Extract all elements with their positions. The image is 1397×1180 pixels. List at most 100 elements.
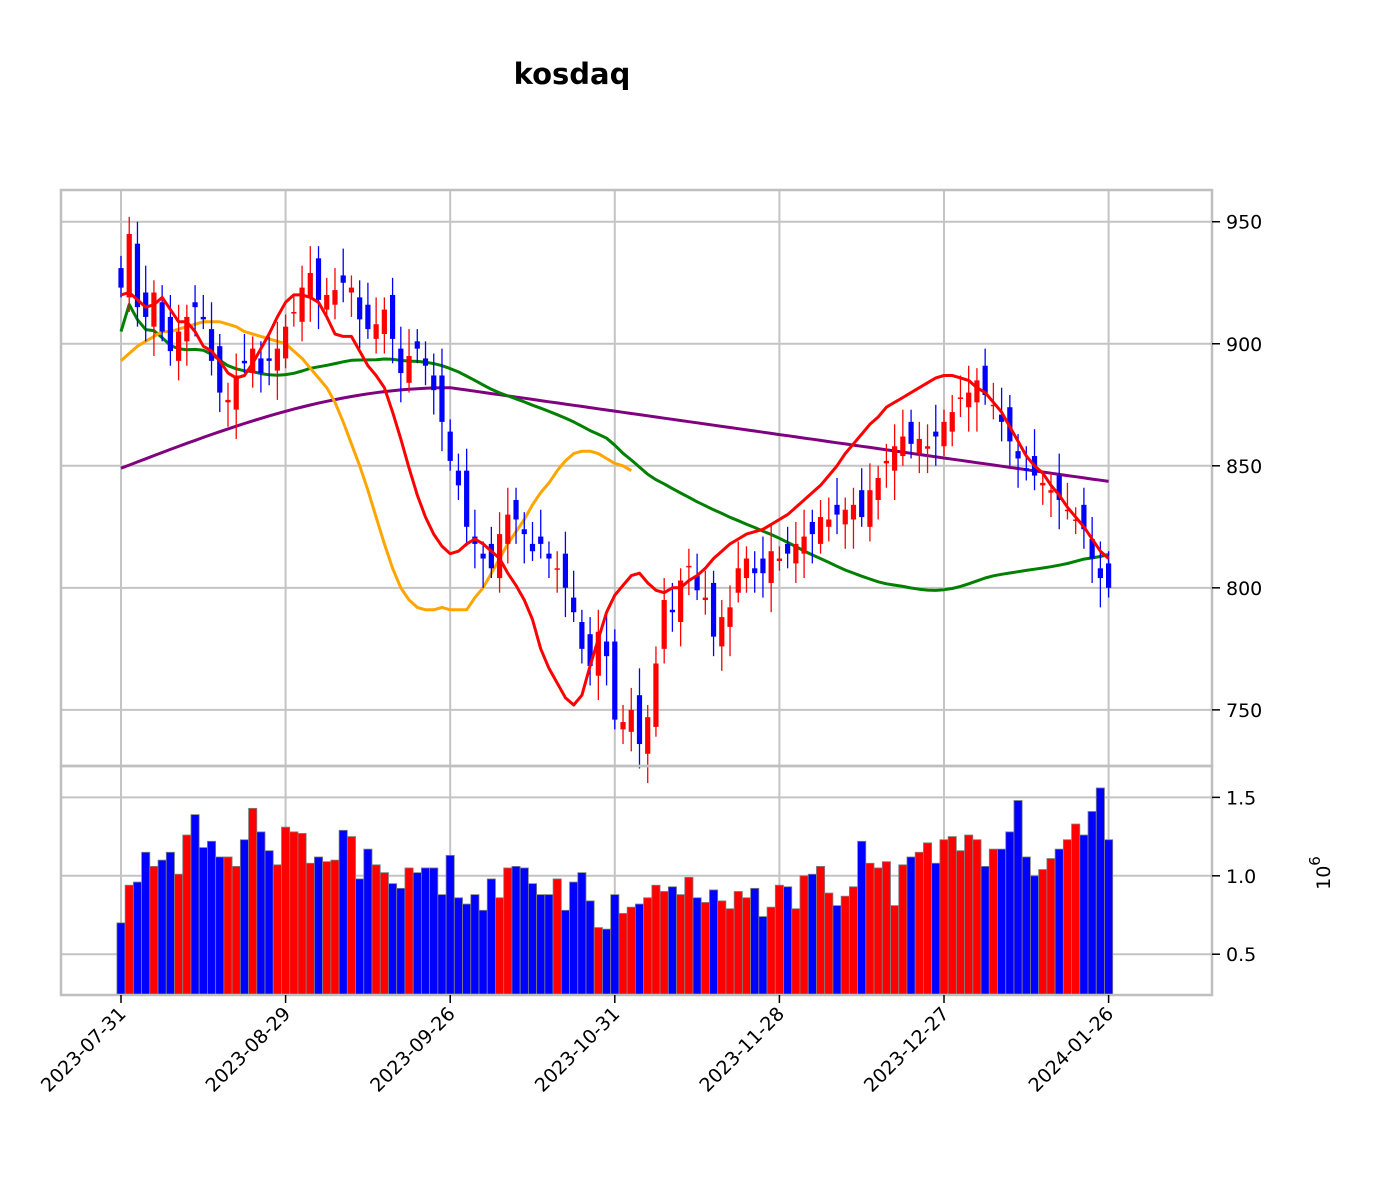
candle-body — [439, 375, 445, 422]
candle-body — [949, 412, 955, 432]
volume-bar — [1005, 831, 1015, 996]
candle-body — [678, 580, 684, 622]
candle-body — [1097, 568, 1103, 579]
candle-body — [603, 641, 610, 657]
candle-body — [883, 460, 889, 464]
candle-body — [933, 431, 939, 437]
volume-bar — [725, 908, 735, 996]
volume-bar — [174, 873, 184, 996]
candle-body — [332, 290, 338, 305]
candle-body — [1048, 490, 1054, 493]
candle-body — [505, 514, 511, 544]
candle-body — [850, 504, 857, 520]
volume-bar — [741, 897, 751, 996]
volume-bar — [478, 909, 488, 996]
candle-body — [809, 521, 815, 535]
volume-bar — [602, 928, 612, 996]
volume-scale-exponent: 6 — [1306, 856, 1324, 866]
volume-bar — [1071, 823, 1081, 996]
candle-body — [859, 490, 865, 518]
volume-bar — [338, 829, 348, 996]
volume-bar — [626, 906, 636, 996]
volume-bar — [799, 875, 809, 996]
volume-bar — [116, 922, 126, 996]
volume-bar — [865, 862, 875, 996]
candle-body — [941, 421, 947, 447]
candle-body — [258, 358, 264, 374]
volume-bar — [355, 878, 365, 996]
volume-bar — [239, 839, 249, 996]
candle-body — [184, 316, 190, 342]
volume-bar — [519, 867, 529, 996]
candle-body — [974, 380, 980, 403]
candle-body — [1056, 475, 1062, 500]
candle-body — [159, 302, 165, 332]
candle-body — [1040, 482, 1046, 486]
volume-bar — [305, 862, 315, 996]
price-y-axis: 750 800 850 900 950 — [1212, 212, 1262, 722]
volume-bar — [256, 831, 266, 996]
candle-body — [225, 399, 231, 403]
volume-bar — [964, 834, 974, 996]
volume-bar — [881, 861, 891, 996]
volume-bar — [1087, 811, 1097, 996]
volume-y-tick-label: 0.5 — [1226, 944, 1256, 966]
x-tick-label: 2023-10-31 — [531, 1003, 625, 1097]
price-y-tick-label: 900 — [1226, 334, 1262, 356]
volume-bar — [1013, 800, 1023, 996]
candle-body — [1015, 451, 1021, 459]
volume-bar — [437, 894, 447, 996]
volume-bar — [750, 887, 760, 996]
candle-body — [752, 568, 758, 574]
volume-bar — [791, 908, 801, 996]
candle-body — [628, 709, 634, 732]
volume-bar — [544, 894, 554, 996]
volume-bar — [429, 867, 439, 996]
volume-bar — [1046, 858, 1056, 996]
candle-body — [455, 470, 462, 486]
volume-bar — [215, 856, 225, 996]
candle-body — [554, 568, 560, 570]
candle-body — [653, 663, 659, 727]
candle-body — [760, 558, 766, 574]
candle-body — [669, 609, 676, 613]
candle-body — [208, 329, 215, 361]
volume-bar — [132, 881, 142, 996]
volume-bar — [783, 886, 793, 996]
candle-body — [176, 331, 182, 361]
volume-bar — [141, 851, 151, 996]
candle-body — [875, 478, 881, 500]
volume-bar — [980, 865, 990, 996]
volume-bar — [733, 891, 743, 996]
volume-bar — [223, 856, 233, 996]
volume-bar — [890, 905, 900, 996]
volume-bar — [1054, 848, 1064, 996]
volume-bar — [445, 855, 455, 996]
volume-bar — [931, 862, 941, 996]
volume-bar — [289, 831, 299, 996]
volume-bar — [676, 894, 686, 996]
candle-body — [488, 543, 494, 569]
candle-body — [727, 607, 733, 627]
candle-body — [982, 365, 988, 396]
volume-bar — [281, 826, 291, 996]
candle-body — [241, 360, 248, 364]
volume-bar — [832, 905, 842, 996]
ma5-line-group — [120, 291, 1110, 707]
candle-body — [957, 397, 964, 399]
x-axis: 2023-07-31 2023-08-29 2023-09-26 2023-10-31… — [37, 995, 1118, 1097]
candle-body — [546, 553, 552, 559]
candle-body — [422, 358, 429, 366]
candle-body — [315, 258, 322, 300]
volume-y-axis: 0.5 1.0 1.5 — [1212, 787, 1256, 966]
volume-y-tick-label: 1.0 — [1226, 866, 1256, 888]
candle-body — [645, 717, 651, 754]
ma60-line — [119, 303, 1109, 592]
candle-body — [324, 294, 330, 310]
volume-bar — [857, 840, 867, 996]
volume-bar — [824, 892, 834, 996]
volume-bar — [363, 848, 373, 996]
candle-body — [480, 553, 486, 559]
volume-bar — [297, 833, 307, 996]
